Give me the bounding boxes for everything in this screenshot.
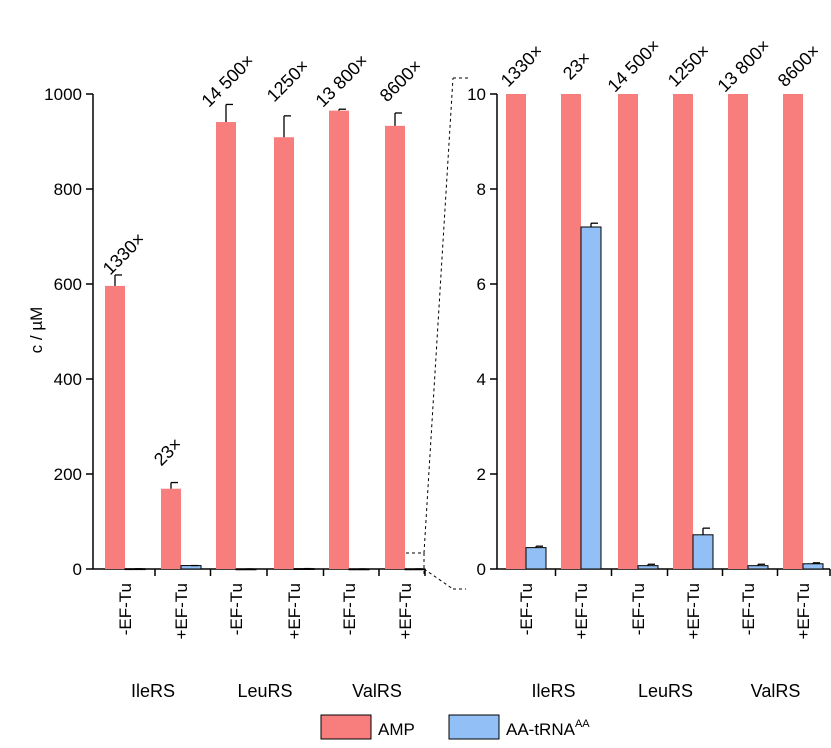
bar-aa-trna	[525, 547, 547, 570]
legend-label-aa-trna-superscript: AA	[575, 718, 590, 730]
x-condition-label: +EF-Tu	[794, 583, 813, 640]
y-tick-label: 10	[467, 85, 486, 104]
zoom-connector-lines	[406, 77, 470, 590]
fold-ratio-label: 13 800×	[714, 36, 775, 97]
fold-ratio-label: 8600×	[376, 56, 426, 106]
bar-aa-trna	[692, 534, 714, 570]
bar-amp	[216, 122, 236, 570]
bar-amp	[385, 125, 405, 569]
bar-amp	[506, 94, 526, 569]
fold-ratio-label: 14 500×	[198, 51, 259, 112]
x-group-label: IleRS	[131, 681, 175, 701]
x-condition-label: -EF-Tu	[227, 583, 246, 635]
bar-amp	[274, 137, 294, 569]
fold-ratio-label: 1250×	[263, 56, 313, 106]
y-tick-label: 4	[477, 370, 486, 389]
bar-aa-trna	[802, 563, 824, 570]
y-tick-label: 600	[54, 275, 82, 294]
y-tick-label: 1000	[44, 85, 82, 104]
x-group-label: LeuRS	[638, 681, 693, 701]
bar-amp	[673, 94, 693, 569]
legend-label-aa-trna-main: AA-tRNA	[506, 720, 576, 739]
y-tick-label: 200	[54, 465, 82, 484]
zoom-connector-top	[423, 77, 454, 554]
bar-amp	[728, 94, 748, 569]
zoom-connector-bottom	[423, 568, 454, 590]
bar-amp	[161, 488, 181, 569]
legend-swatch-amp	[320, 714, 372, 740]
y-axis-label: c / µM	[27, 307, 46, 354]
fold-ratio-label: 1330×	[99, 229, 149, 279]
bar-amp	[105, 285, 125, 569]
bar-aa-trna	[637, 565, 659, 570]
y-tick-label: 6	[477, 275, 486, 294]
fold-ratio-label: 23×	[150, 434, 186, 470]
bar-amp	[618, 94, 638, 569]
bar-amp	[329, 110, 349, 569]
x-condition-label: -EF-Tu	[340, 583, 359, 635]
x-condition-label: -EF-Tu	[739, 583, 758, 635]
bar-amp	[783, 94, 803, 569]
x-group-label: IleRS	[531, 681, 575, 701]
y-tick-label: 0	[477, 560, 486, 579]
fold-ratio-label: 23×	[559, 48, 595, 84]
x-condition-label: +EF-Tu	[684, 583, 703, 640]
y-tick-label: 800	[54, 180, 82, 199]
zoomed-panel: 0 2 4 6 8 10 1330× -EF-Tu 23× +EF-Tu 14 500× -EF-Tu…	[467, 36, 831, 701]
bar-aa-trna	[580, 226, 602, 570]
y-tick-label: 400	[54, 370, 82, 389]
fold-ratio-label: 13 800×	[312, 51, 373, 112]
x-group-label: LeuRS	[237, 681, 292, 701]
zoom-marker-box	[406, 552, 425, 574]
x-group-label: ValRS	[352, 681, 402, 701]
legend-label-amp: AMP	[378, 720, 415, 739]
fold-ratio-label: 8600×	[774, 41, 824, 91]
fold-ratio-label: 14 500×	[604, 36, 665, 97]
x-condition-label: +EF-Tu	[172, 583, 191, 640]
y-tick-label: 8	[477, 180, 486, 199]
y-tick-label: 0	[73, 560, 82, 579]
x-condition-label: +EF-Tu	[396, 583, 415, 640]
x-condition-label: -EF-Tu	[116, 583, 135, 635]
legend: AMP AA-tRNAAA	[320, 714, 590, 740]
full-scale-panel: 0 200 400 600 800 1000 1330× -EF-Tu 23× +EF-Tu 14 …	[44, 51, 426, 701]
x-group-label: ValRS	[751, 681, 801, 701]
x-condition-label: -EF-Tu	[517, 583, 536, 635]
x-condition-label: +EF-Tu	[285, 583, 304, 640]
x-condition-label: -EF-Tu	[629, 583, 648, 635]
bar-aa-trna	[747, 565, 769, 570]
fold-ratio-label: 1250×	[664, 41, 714, 91]
y-tick-label: 2	[477, 465, 486, 484]
legend-swatch-aa-trna	[448, 714, 500, 740]
x-condition-label: +EF-Tu	[572, 583, 591, 640]
legend-label-aa-trna: AA-tRNAAA	[506, 718, 590, 739]
fold-ratio-label: 1330×	[497, 41, 547, 91]
bar-amp	[561, 94, 581, 569]
